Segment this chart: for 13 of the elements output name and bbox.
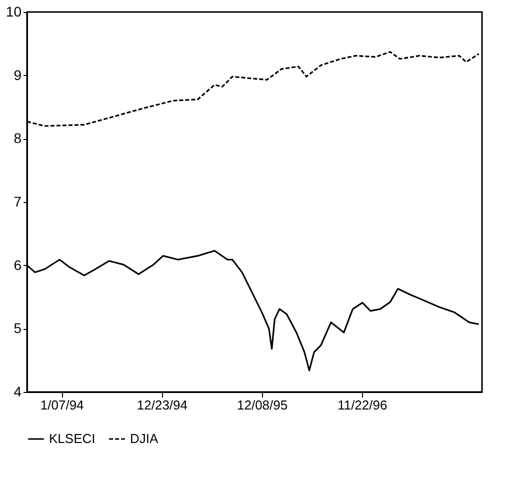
x-tick-label: 11/22/96	[338, 398, 388, 412]
legend-label: DJIA	[130, 431, 158, 446]
y-tick-label: 8	[14, 130, 22, 146]
y-tick-label: 7	[14, 194, 22, 210]
y-tick-label: 5	[14, 320, 22, 336]
y-tick-label: 9	[14, 66, 22, 83]
legend-label: KLSECI	[49, 431, 96, 446]
x-tick-label: 12/23/94	[136, 398, 188, 412]
y-tick-label: 10	[6, 4, 22, 20]
y-tick-label: 6	[14, 256, 22, 273]
x-tick-label: 1/07/94	[40, 398, 84, 412]
x-tick-label: 12/08/95	[236, 398, 288, 412]
y-tick-label: 4	[14, 384, 22, 400]
